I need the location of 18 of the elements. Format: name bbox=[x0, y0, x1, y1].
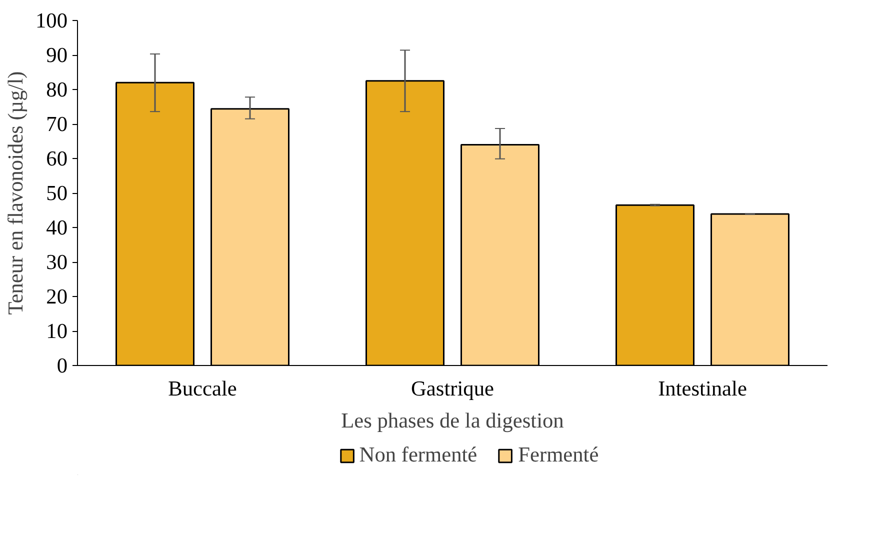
y-tick-label: 70 bbox=[46, 112, 68, 136]
y-tick-label: 0 bbox=[56, 354, 68, 378]
x-axis-title: Les phases de la digestion bbox=[341, 408, 564, 432]
y-tick-label: 80 bbox=[46, 78, 68, 102]
y-tick-label: 60 bbox=[46, 146, 68, 170]
x-tick-label: Intestinale bbox=[658, 376, 747, 400]
x-tick-label: Gastrique bbox=[411, 376, 494, 400]
y-tick-label: 50 bbox=[46, 181, 68, 205]
y-tick-label: 10 bbox=[46, 319, 68, 343]
y-tick-label: 40 bbox=[46, 216, 68, 240]
y-tick-label: 30 bbox=[46, 250, 68, 274]
legend-label: Fermenté bbox=[518, 442, 599, 468]
legend-label: Non fermenté bbox=[359, 442, 478, 468]
y-tick-label: 20 bbox=[46, 284, 68, 308]
y-tick-label: 90 bbox=[46, 43, 68, 67]
x-tick-label: Buccale bbox=[168, 376, 237, 400]
y-axis-title: Teneur en flavonoides (µg/l) bbox=[4, 71, 28, 315]
y-tick-label: 100 bbox=[36, 8, 68, 32]
